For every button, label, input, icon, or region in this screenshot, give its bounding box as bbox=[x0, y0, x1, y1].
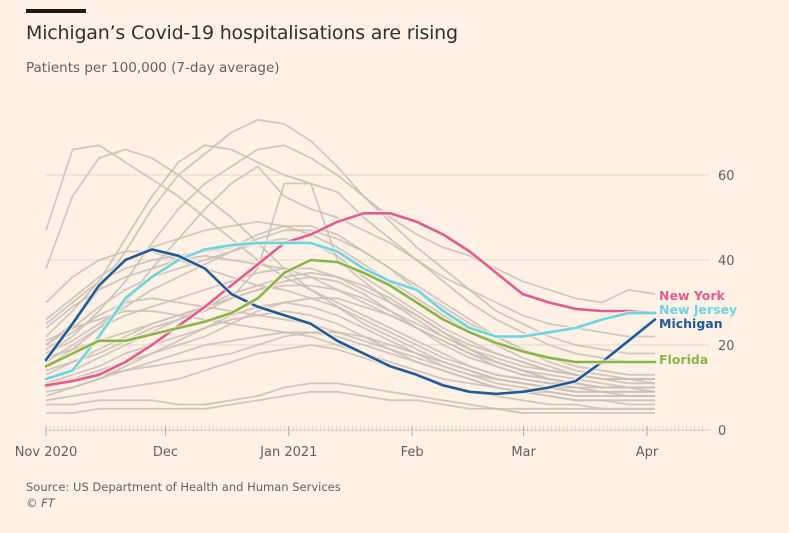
other-state-line bbox=[46, 382, 655, 410]
other-state-line bbox=[45, 229, 655, 380]
michigan-label: Michigan bbox=[659, 316, 723, 331]
other-state-line bbox=[46, 390, 655, 414]
other-state-line bbox=[45, 165, 655, 368]
x-tick-label: Jan 2021 bbox=[259, 445, 317, 460]
y-tick-label: 20 bbox=[718, 339, 735, 354]
florida-label: Florida bbox=[659, 352, 708, 367]
michigan-line bbox=[44, 248, 657, 396]
x-axis: Nov 2020 Dec Jan 2021 Feb Mar Apr bbox=[15, 426, 710, 460]
new-jersey-line bbox=[44, 241, 657, 381]
other-state-line bbox=[45, 284, 655, 380]
y-axis: 0 20 40 60 bbox=[718, 169, 735, 439]
other-state-line bbox=[45, 301, 655, 397]
ft-title-bar bbox=[26, 9, 86, 13]
x-tick-label: Nov 2020 bbox=[15, 445, 78, 460]
other-state-line bbox=[45, 182, 655, 389]
x-tick-label: Feb bbox=[401, 445, 424, 460]
chart-subtitle: Patients per 100,000 (7-day average) bbox=[26, 60, 280, 76]
new-york-label: New York bbox=[659, 288, 725, 303]
x-tick-label: Dec bbox=[153, 445, 178, 460]
other-state-line bbox=[45, 118, 656, 346]
x-tick-label: Mar bbox=[511, 445, 536, 460]
other-state-line bbox=[45, 144, 655, 338]
florida-line bbox=[44, 258, 657, 368]
new-jersey-label: New Jersey bbox=[659, 302, 737, 317]
x-tick-label: Apr bbox=[636, 445, 659, 460]
copyright: © FT bbox=[26, 496, 55, 510]
highlighted-lines bbox=[43, 210, 657, 397]
source-note: Source: US Department of Health and Huma… bbox=[26, 480, 341, 494]
y-tick-label: 40 bbox=[718, 254, 735, 269]
y-tick-label: 60 bbox=[718, 169, 735, 184]
chart-title: Michigan’s Covid-19 hospitalisations are… bbox=[26, 22, 458, 44]
new-york-line bbox=[44, 212, 657, 387]
other-state-line bbox=[45, 331, 655, 406]
other-state-line bbox=[45, 344, 655, 410]
y-tick-label: 0 bbox=[718, 424, 726, 439]
